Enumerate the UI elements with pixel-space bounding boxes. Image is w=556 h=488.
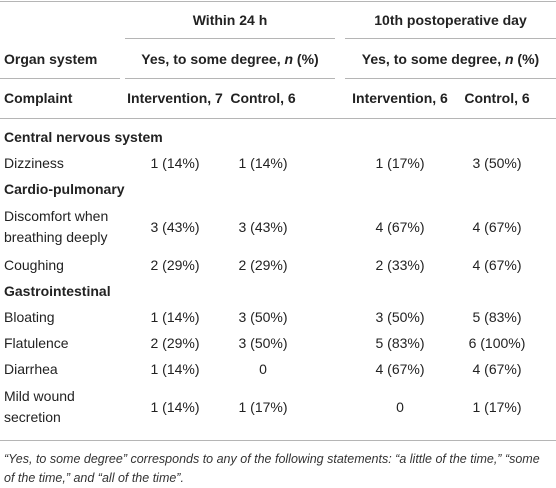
group-header: Within 24 h: [192, 11, 268, 28]
cell: 1 (17%): [238, 398, 288, 415]
rule: [345, 78, 556, 79]
column-header: Control, 6: [230, 89, 296, 106]
row-label: Mild wound secretion: [4, 388, 79, 425]
group-header: 10th postoperative day: [374, 11, 527, 28]
cell: 4 (67%): [472, 360, 522, 377]
rule: [0, 440, 556, 441]
cell: 1 (14%): [150, 308, 200, 325]
row-header: Complaint: [4, 89, 73, 106]
row-label: Diarrhea: [4, 360, 58, 377]
cell: 1 (14%): [150, 398, 200, 415]
section-title: Cardio-pulmonary: [4, 180, 125, 197]
cell: 1 (14%): [150, 360, 200, 377]
rule: [125, 78, 335, 79]
section-title: Central nervous system: [4, 128, 163, 145]
cell: 3 (50%): [238, 308, 288, 325]
label-part: Yes, to some degree,: [141, 50, 285, 67]
cell: 4 (67%): [375, 218, 425, 235]
cell: 0: [259, 360, 267, 377]
cell: 3 (43%): [150, 218, 200, 235]
cell: 2 (29%): [238, 256, 288, 273]
rule: [345, 38, 556, 39]
column-header: Intervention, 7: [127, 89, 223, 106]
row-header: Organ system: [4, 50, 98, 67]
footnote: “Yes, to some degree” corresponds to any…: [4, 452, 540, 485]
cell: 1 (17%): [375, 154, 425, 171]
cell: 3 (43%): [238, 218, 288, 235]
row-label: Dizziness: [4, 154, 64, 171]
column-header: Intervention, 6: [352, 89, 448, 106]
cell: 3 (50%): [238, 334, 288, 351]
cell: 4 (67%): [375, 360, 425, 377]
measure-header: Yes, to some degree, n (%): [345, 42, 556, 76]
cell: 1 (17%): [472, 398, 522, 415]
label-part: (%): [513, 50, 540, 67]
label-part: (%): [293, 50, 319, 67]
cell: 1 (14%): [150, 154, 200, 171]
row-label: Coughing: [4, 256, 64, 273]
row-label: Discomfort when breathing deeply: [4, 208, 113, 245]
cell: 1 (14%): [238, 154, 288, 171]
cell: 5 (83%): [375, 334, 425, 351]
rule: [0, 118, 556, 119]
cell: 4 (67%): [472, 256, 522, 273]
cell: 4 (67%): [472, 218, 522, 235]
cell: 2 (33%): [375, 256, 425, 273]
label-part: n: [504, 50, 514, 67]
column-header: Control, 6: [464, 89, 530, 106]
cell: 2 (29%): [150, 256, 200, 273]
label-part: Yes, to some degree,: [361, 50, 505, 67]
cell: 2 (29%): [150, 334, 200, 351]
cell: 5 (83%): [472, 308, 522, 325]
cell: 3 (50%): [375, 308, 425, 325]
measure-header: Yes, to some degree, n (%): [125, 42, 335, 76]
section-title: Gastrointestinal: [4, 282, 111, 299]
row-label: Bloating: [4, 308, 55, 325]
cell: 3 (50%): [472, 154, 522, 171]
label-part: n: [284, 50, 294, 67]
rule: [0, 1, 556, 2]
rule: [0, 78, 120, 79]
rule: [125, 38, 335, 39]
row-label: Flatulence: [4, 334, 69, 351]
cell: 6 (100%): [468, 334, 526, 351]
cell: 0: [396, 398, 404, 415]
